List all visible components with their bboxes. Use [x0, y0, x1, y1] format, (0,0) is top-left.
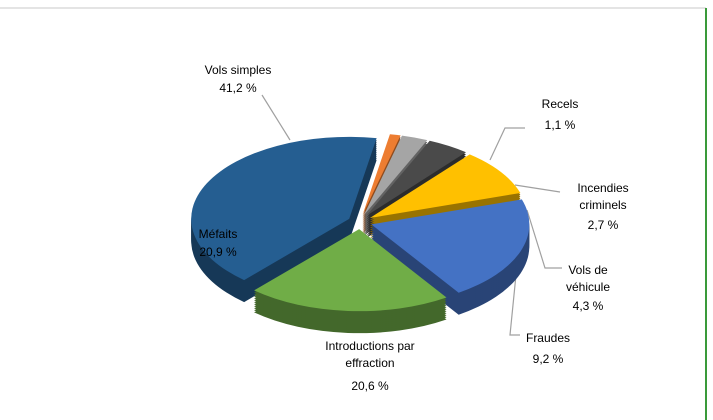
leader-line: [526, 209, 562, 269]
value-label: 20,6 %: [351, 379, 389, 393]
value-label: 4,3 %: [572, 299, 604, 313]
slice-side: [362, 136, 401, 217]
slice: [363, 135, 428, 216]
slice-label: Recels: [541, 97, 579, 111]
slice-label: Introductions par effraction: [325, 339, 415, 370]
leader-line: [489, 127, 525, 161]
slice: [371, 199, 530, 293]
value-label: 2,7 %: [587, 218, 619, 232]
slice: [254, 229, 447, 312]
value-label: 41,2 %: [219, 81, 257, 95]
pie: [191, 134, 530, 334]
value-label: 20,9 %: [199, 245, 237, 259]
leader-lines: [261, 94, 562, 336]
slice-label: Méfaits: [198, 227, 238, 241]
leader-line: [514, 184, 561, 193]
value-label: 9,2 %: [532, 352, 564, 366]
slice-label: Fraudes: [525, 331, 571, 345]
slice-label: Vols simples: [204, 63, 272, 77]
slice: [366, 140, 467, 216]
slice: [191, 136, 377, 281]
slice: [369, 154, 521, 218]
slice-label: Vols de véhicule: [565, 263, 611, 294]
leader-line: [261, 94, 291, 141]
slice: [362, 134, 401, 215]
value-label: 1,1 %: [544, 118, 576, 132]
slice-label: Incendies criminels: [577, 181, 629, 212]
